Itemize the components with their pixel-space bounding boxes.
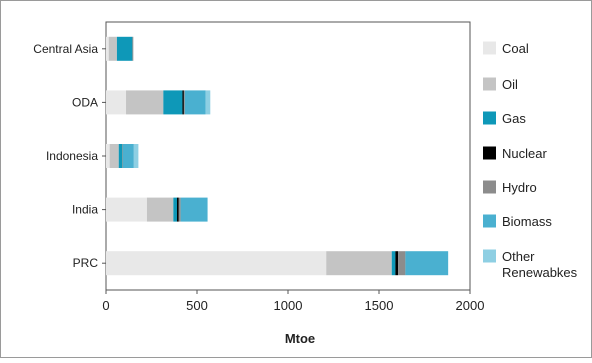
bar-segment (184, 90, 206, 115)
legend-label: Nuclear (502, 146, 547, 161)
bar-segment (106, 36, 109, 61)
bar-segment (182, 90, 184, 115)
legend-label-line: Coal (502, 41, 529, 56)
legend-label: Coal (502, 41, 529, 56)
legend-swatch (483, 77, 496, 91)
bar-segment (173, 197, 177, 222)
legend-label-line: Oil (502, 77, 518, 92)
x-tick-label: 2000 (456, 298, 485, 313)
category-label: ODA (72, 95, 98, 109)
bar-segment (163, 90, 183, 115)
category-label: India (72, 203, 98, 217)
bar-segment (326, 251, 392, 276)
bar-segment (178, 197, 181, 222)
legend-label-line: Nuclear (502, 146, 547, 161)
bar-segment (106, 144, 110, 168)
bar-segment (116, 36, 133, 61)
bar-segment (118, 144, 123, 168)
x-axis-title: Mtoe (285, 331, 315, 346)
legend-label: Hydro (502, 180, 537, 195)
bar-segment (146, 197, 174, 222)
bar-segment (126, 90, 164, 115)
bar-segment (395, 251, 399, 276)
legend-swatch (483, 180, 496, 194)
bar-segment (405, 251, 449, 276)
x-tick-label: 1000 (274, 298, 303, 313)
category-label: PRC (73, 256, 99, 270)
x-tick-label: 0 (102, 298, 109, 313)
x-tick-label: 1500 (365, 298, 394, 313)
bar-segment (183, 90, 185, 115)
bar-segment (132, 36, 134, 61)
legend-label-line: Hydro (502, 180, 537, 195)
legend-label-line: Biomass (502, 214, 552, 229)
bar-segment (176, 197, 179, 222)
bar-segment (106, 197, 147, 222)
legend-swatch (483, 214, 496, 228)
legend-swatch (483, 249, 496, 263)
category-label: Indonesia (46, 149, 98, 163)
bar-segment (109, 144, 119, 168)
legend-label-line: Gas (502, 111, 526, 126)
legend-label: Other Renewabkes (502, 249, 578, 280)
bar-segment (391, 251, 396, 276)
bar-segment (180, 197, 208, 222)
legend-label: Gas (502, 111, 526, 126)
legend-label: Biomass (502, 214, 552, 229)
bar-segment (106, 251, 327, 276)
bar-segment (122, 144, 123, 168)
legend-swatch (483, 146, 496, 160)
bar-segment (398, 251, 406, 276)
bar-segment (108, 36, 117, 61)
legend-label-line: Other (502, 249, 535, 264)
category-label: Central Asia (33, 42, 98, 56)
legend-swatch (483, 41, 496, 55)
legend-label-line: Renewabkes (502, 265, 578, 280)
bar-segment (205, 90, 211, 115)
x-tick-label: 500 (186, 298, 208, 313)
bar-segment (133, 144, 139, 168)
bar-segment (122, 144, 134, 168)
legend-label: Oil (502, 77, 518, 92)
bar-segment (207, 197, 208, 222)
legend-swatch (483, 111, 496, 125)
bar-segment (106, 90, 127, 115)
